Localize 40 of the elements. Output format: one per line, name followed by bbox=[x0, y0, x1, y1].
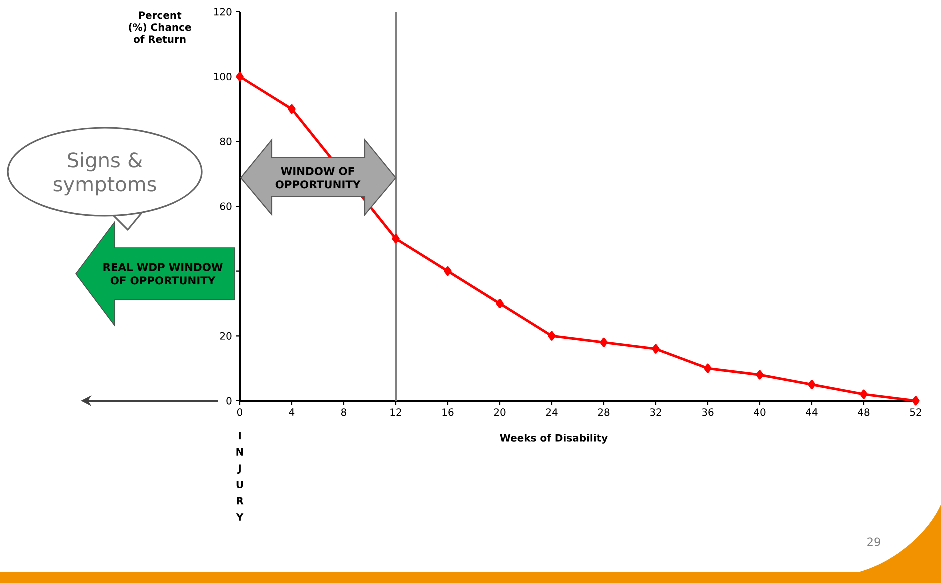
point bbox=[600, 338, 608, 348]
x-tick-label: 36 bbox=[702, 408, 714, 416]
y-tick-label: 80 bbox=[220, 138, 232, 146]
x-tick-label: 8 bbox=[341, 408, 346, 416]
point bbox=[392, 234, 400, 244]
point bbox=[496, 299, 504, 308]
x-tick-label: 16 bbox=[442, 408, 454, 416]
text: 29 bbox=[868, 538, 880, 546]
point bbox=[288, 104, 296, 114]
x-tick-label: 12 bbox=[390, 408, 402, 416]
x-tick-label: 44 bbox=[806, 408, 818, 416]
text: REAL WDP WINDOW OF OPPORTUNITY bbox=[104, 263, 223, 285]
point bbox=[236, 72, 244, 82]
x-tick-label: 4 bbox=[289, 408, 295, 416]
y-tick-label: 20 bbox=[220, 332, 232, 340]
x-tick-label: 48 bbox=[858, 408, 870, 416]
text: Signs & symptoms bbox=[54, 152, 156, 196]
point bbox=[652, 344, 660, 354]
point bbox=[808, 380, 816, 390]
y-tick-label: 100 bbox=[214, 73, 232, 81]
y-axis-title: Percent (%) Chance of Return bbox=[129, 12, 192, 44]
x-tick-label: 32 bbox=[650, 408, 662, 416]
point bbox=[444, 266, 452, 276]
annotation: WINDOW OF OPPORTUNITY bbox=[276, 167, 361, 189]
x-tick-label: 20 bbox=[494, 408, 506, 416]
x-tick-label: 40 bbox=[754, 408, 766, 416]
x-tick-label: 52 bbox=[910, 408, 922, 416]
text: INJURY bbox=[236, 432, 244, 521]
y-tick-label: 60 bbox=[220, 202, 232, 210]
x-tick-label: 28 bbox=[598, 408, 610, 416]
x-tick-label: 0 bbox=[237, 408, 243, 416]
point bbox=[548, 331, 556, 341]
x-axis-title: Weeks of Disability bbox=[500, 434, 608, 444]
point bbox=[704, 364, 712, 374]
point bbox=[860, 390, 868, 400]
x-tick-label: 24 bbox=[546, 408, 558, 416]
point bbox=[912, 396, 920, 406]
point bbox=[756, 370, 764, 380]
y-tick-label: 0 bbox=[226, 397, 232, 405]
y-tick-label: 120 bbox=[214, 8, 232, 16]
